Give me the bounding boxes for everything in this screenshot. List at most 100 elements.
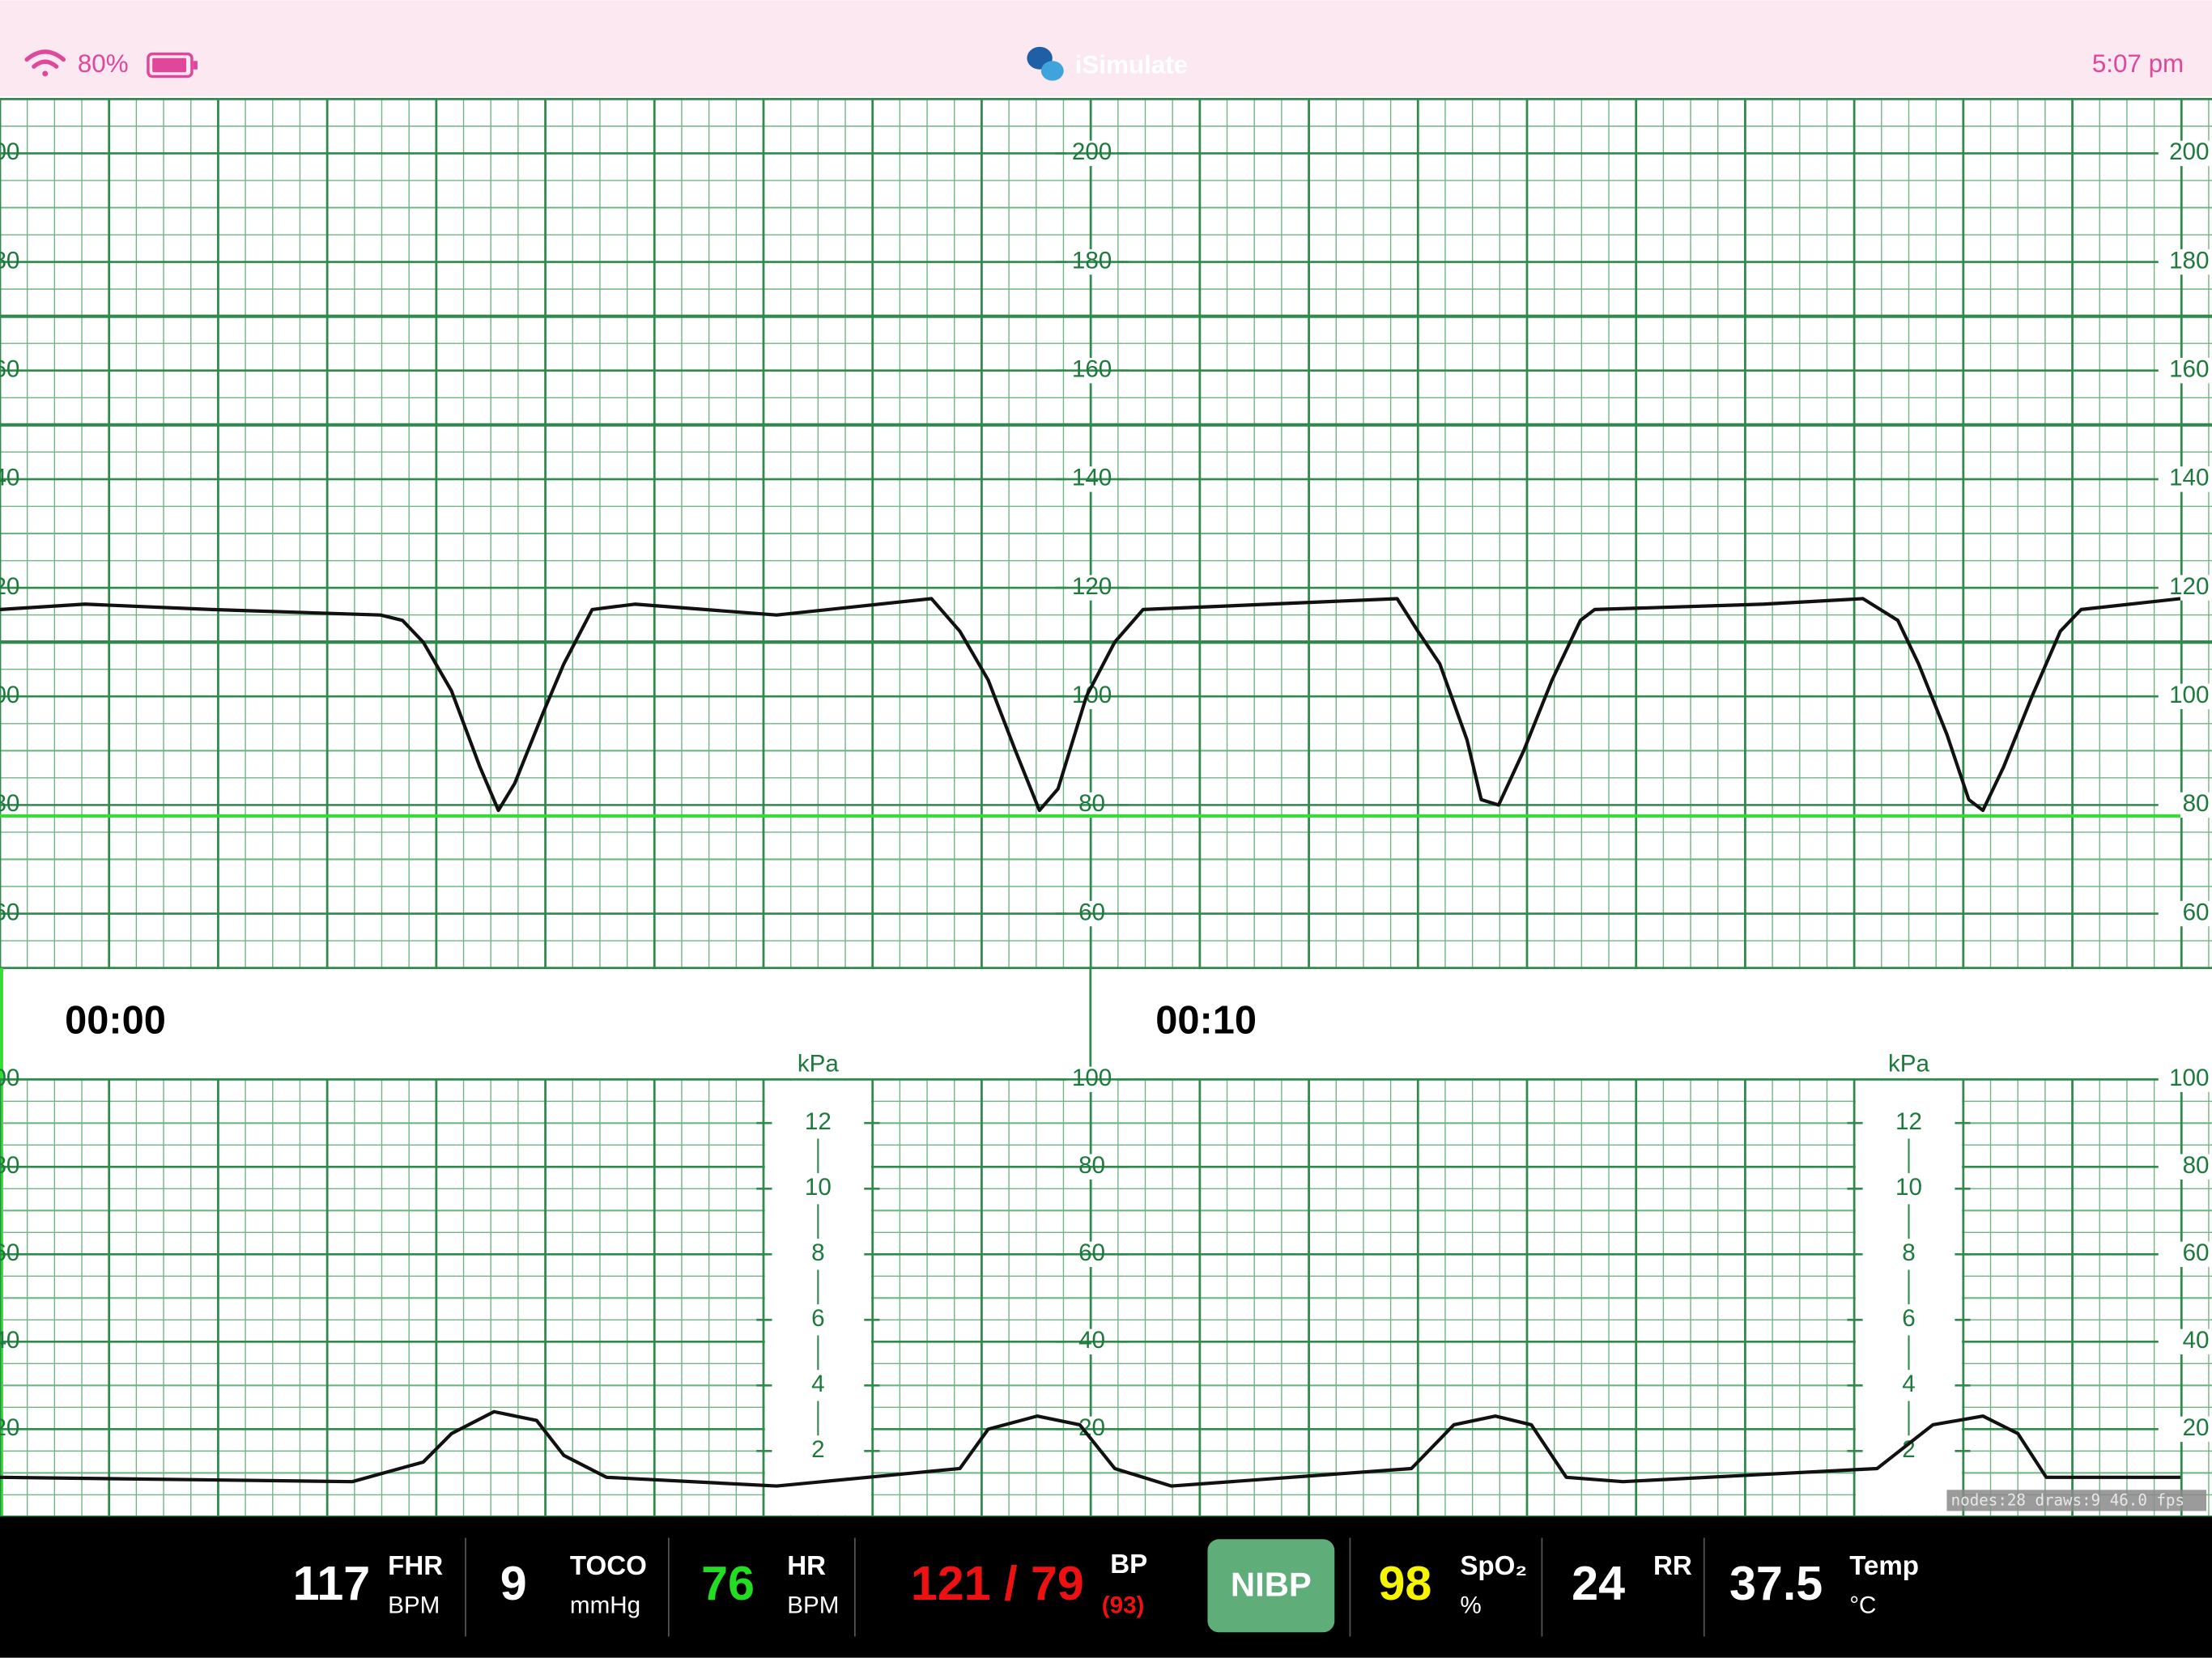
y-tick-label: 40 [2183, 1327, 2210, 1354]
kpa-tick-label: 4 [811, 1371, 824, 1397]
label-background [2158, 1154, 2212, 1180]
status-bar [0, 0, 2212, 96]
y-tick-label: 200 [0, 138, 19, 165]
y-tick-label: 100 [2169, 682, 2209, 708]
app-logo [1027, 46, 1064, 81]
bp-value: 121 / 79 [911, 1556, 1084, 1610]
fhr-unit: BPM [388, 1592, 440, 1619]
vitals-separators [465, 1537, 1705, 1637]
kpa-tick-label: 6 [1902, 1305, 1915, 1332]
y-tick-label: 180 [0, 247, 19, 274]
temp-value: 37.5 [1729, 1556, 1823, 1610]
rr-label: RR [1653, 1551, 1692, 1581]
spo2-value: 98 [1378, 1556, 1431, 1610]
y-tick-label: 160 [2169, 356, 2209, 383]
label-background [2158, 900, 2212, 927]
y-tick-label: 120 [1072, 573, 1112, 600]
y-tick-label: 60 [0, 1239, 19, 1266]
y-tick-label: 100 [0, 1065, 19, 1091]
vitals-bar [0, 1516, 2212, 1658]
y-tick-label: 100 [1072, 1065, 1112, 1091]
label-background [2158, 1241, 2212, 1267]
label-background [2158, 140, 2212, 167]
nibp-button[interactable] [1207, 1539, 1335, 1633]
kpa-tick-label: 6 [811, 1305, 824, 1332]
y-tick-label: 60 [1078, 1239, 1105, 1266]
y-tick-label: 160 [0, 356, 19, 383]
kpa-tick-label: 8 [811, 1239, 824, 1266]
y-tick-label: 100 [2169, 1065, 2209, 1091]
label-background [2158, 1066, 2212, 1092]
y-tick-label: 120 [0, 573, 19, 600]
label-background [2158, 683, 2212, 709]
kpa-unit-label: kPa [798, 1051, 840, 1078]
label-background [2158, 792, 2212, 818]
label-background [2158, 575, 2212, 601]
hr-unit: BPM [787, 1592, 839, 1619]
wifi-icon [24, 49, 66, 77]
y-tick-label: 20 [0, 1414, 19, 1441]
time-band [0, 969, 2212, 1078]
battery-percent: 80% [78, 49, 129, 78]
kpa-tick-label: 8 [1902, 1239, 1915, 1266]
y-tick-label: 60 [1078, 899, 1105, 925]
bp-mean: (93) [1102, 1592, 1145, 1619]
hr-label: HR [787, 1551, 826, 1581]
y-tick-label: 40 [0, 1327, 19, 1354]
y-tick-label: 160 [1072, 356, 1112, 383]
toco-value: 9 [500, 1556, 527, 1610]
y-tick-label: 60 [2183, 899, 2210, 925]
label-background [2158, 1329, 2212, 1355]
y-tick-label: 180 [1072, 247, 1112, 274]
y-tick-label: 40 [1078, 1327, 1105, 1354]
trace-line [0, 1409, 2180, 1488]
kpa-tick-label: 12 [1895, 1108, 1922, 1135]
label-background [2158, 1416, 2212, 1443]
label-background [2158, 358, 2212, 384]
toco-unit: mmHg [570, 1592, 640, 1619]
y-tick-label: 80 [2183, 790, 2210, 817]
bp-label: BP [1110, 1550, 1147, 1579]
kpa-unit-label: kPa [1888, 1051, 1930, 1078]
label-background [2158, 249, 2212, 275]
time-label: 00:10 [1155, 998, 1257, 1042]
y-tick-label: 60 [2183, 1239, 2210, 1266]
trace-line [0, 597, 2181, 813]
y-tick-label: 80 [1078, 1152, 1105, 1179]
toco-label: TOCO [570, 1551, 647, 1581]
y-tick-label: 120 [2169, 573, 2209, 600]
label-background [2158, 466, 2212, 492]
y-tick-label: 20 [2183, 1414, 2210, 1441]
y-tick-label: 200 [1072, 138, 1112, 165]
y-tick-label: 80 [2183, 1152, 2210, 1179]
temp-label: Temp [1849, 1551, 1919, 1581]
y-tick-label: 200 [2169, 138, 2209, 165]
battery-icon [147, 52, 198, 79]
kpa-tick-label: 2 [811, 1436, 824, 1463]
clock: 5:07 pm [2092, 49, 2184, 78]
traces [0, 597, 2181, 1488]
time-label: 00:00 [65, 998, 166, 1042]
y-tick-label: 100 [0, 682, 19, 708]
kpa-tick-label: 10 [805, 1174, 832, 1201]
debug-text: nodes:28 draws:9 46.0 fps [1951, 1491, 2184, 1510]
fhr-chart: 6060608080801001001001201201201401401401… [0, 97, 2212, 970]
y-tick-label: 140 [2169, 465, 2209, 491]
y-tick-label: 180 [2169, 247, 2209, 274]
fhr-value: 117 [293, 1556, 371, 1610]
y-tick-label: 140 [0, 465, 19, 491]
y-tick-label: 80 [1078, 790, 1105, 817]
nibp-button-label[interactable]: NIBP [1231, 1566, 1312, 1604]
hr-value: 76 [701, 1556, 755, 1610]
y-tick-label: 80 [0, 790, 19, 817]
fhr-label: FHR [388, 1551, 443, 1581]
temp-unit: °C [1849, 1592, 1876, 1619]
spo2-label: SpO₂ [1460, 1551, 1527, 1581]
rr-value: 24 [1572, 1556, 1625, 1610]
kpa-tick-label: 10 [1895, 1174, 1922, 1201]
app-name: iSimulate [1075, 51, 1188, 79]
kpa-tick-label: 4 [1902, 1371, 1915, 1397]
